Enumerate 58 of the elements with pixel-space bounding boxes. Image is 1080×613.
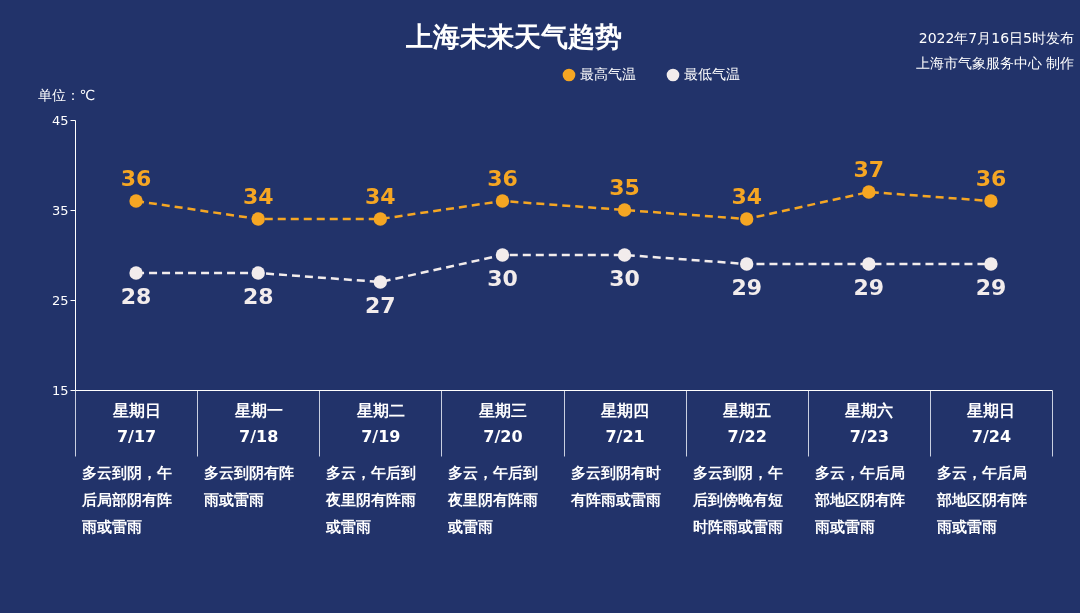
x-tick-label: 星期三 7/20 — [477, 400, 527, 446]
chart-title: 上海未来天气趋势 — [404, 21, 622, 52]
point — [129, 194, 143, 208]
text: 多云到阴有阵雨或雷雨 — [203, 464, 295, 509]
data-label: 30 — [487, 266, 518, 291]
x-tick-label: 星期一 7/18 — [233, 400, 283, 446]
legend-label: 最高气温 — [580, 66, 636, 82]
text: 多云到阴，午后局部阴有阵雨或雷雨 — [81, 464, 172, 536]
point — [251, 266, 265, 280]
text: 多云到阴，午后到傍晚有短时阵雨或雷雨 — [691, 464, 783, 536]
point — [617, 203, 632, 217]
data-label: 36 — [120, 166, 152, 191]
y-axis-title: 单位：℃ — [37, 86, 96, 103]
data-label: 37 — [853, 157, 885, 182]
point — [984, 257, 998, 271]
point — [373, 275, 388, 289]
text: 多云，午后局部地区阴有阵雨或雷雨 — [813, 464, 905, 536]
x-tick-label: 星期五 7/22 — [722, 400, 772, 446]
y-tick-label: 35 — [51, 202, 69, 218]
x-tick-label: 星期二 7/19 — [355, 400, 405, 446]
data-label: 35 — [609, 175, 640, 200]
y-tick-label: 25 — [51, 292, 69, 308]
data-label: 36 — [975, 166, 1007, 191]
x-tick-label: 星期日 7/17 — [111, 400, 161, 446]
text: 多云，午后局部地区阴有阵雨或雷雨 — [935, 464, 1027, 536]
data-label: 30 — [609, 266, 640, 291]
data-label: 36 — [487, 166, 518, 191]
point — [984, 194, 998, 208]
point — [739, 212, 754, 226]
x-tick-label: 星期日 7/24 — [966, 400, 1016, 446]
point — [373, 212, 388, 226]
data-label: 28 — [242, 284, 274, 309]
text: 多云，午后到夜里阴有阵雨或雷雨 — [325, 464, 417, 536]
text: 上海市气象服务中心 制作 — [915, 55, 1074, 71]
data-label: 27 — [365, 293, 396, 318]
legend-label: 最低气温 — [684, 66, 740, 82]
x-tick-label: 星期六 7/23 — [844, 400, 894, 446]
data-label: 29 — [853, 275, 885, 300]
data-label: 28 — [120, 284, 152, 309]
y-tick-label: 15 — [51, 382, 69, 398]
y-tick-label: 45 — [51, 112, 69, 128]
text: 多云到阴有时有阵雨或雷雨 — [569, 464, 661, 509]
text: 多云，午后到夜里阴有阵雨或雷雨 — [447, 464, 539, 536]
point — [129, 266, 143, 280]
data-label: 29 — [975, 275, 1007, 300]
data-label: 34 — [365, 184, 396, 209]
point — [495, 248, 510, 262]
x-tick-label: 星期四 7/21 — [600, 400, 650, 446]
point — [739, 257, 754, 271]
point — [862, 257, 876, 271]
data-label: 29 — [731, 275, 762, 300]
data-label: 34 — [242, 184, 274, 209]
text: 2022年7月16日5时发布 — [918, 30, 1074, 46]
point — [495, 194, 510, 208]
data-label: 34 — [731, 184, 762, 209]
point — [251, 212, 265, 226]
point — [617, 248, 632, 262]
point — [862, 185, 876, 199]
